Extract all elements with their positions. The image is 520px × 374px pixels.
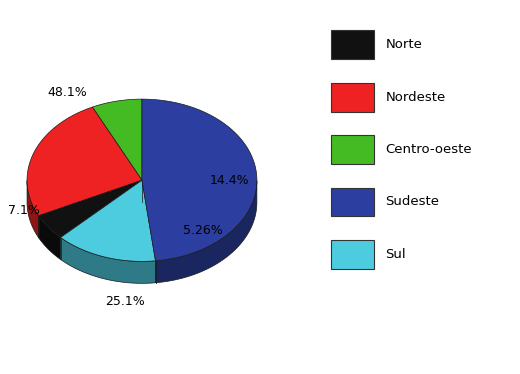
Bar	[331, 240, 374, 269]
Bar	[331, 188, 374, 216]
Text: 5.26%: 5.26%	[183, 224, 223, 237]
Polygon shape	[60, 237, 155, 283]
Polygon shape	[142, 99, 257, 261]
Polygon shape	[60, 180, 155, 261]
Bar	[331, 83, 374, 112]
Text: Centro-oeste: Centro-oeste	[385, 143, 472, 156]
Polygon shape	[38, 180, 142, 237]
Text: 7.1%: 7.1%	[8, 204, 40, 217]
Polygon shape	[27, 181, 38, 238]
Polygon shape	[27, 107, 142, 216]
Text: Sul: Sul	[385, 248, 406, 261]
Text: Nordeste: Nordeste	[385, 91, 446, 104]
Bar	[331, 31, 374, 59]
Text: 14.4%: 14.4%	[210, 174, 250, 187]
Polygon shape	[93, 99, 142, 180]
Text: Sudeste: Sudeste	[385, 196, 439, 208]
Polygon shape	[38, 216, 60, 260]
Text: Norte: Norte	[385, 39, 422, 51]
Text: 48.1%: 48.1%	[48, 86, 87, 99]
Bar	[331, 135, 374, 164]
Polygon shape	[155, 181, 257, 283]
Text: 25.1%: 25.1%	[105, 295, 145, 309]
